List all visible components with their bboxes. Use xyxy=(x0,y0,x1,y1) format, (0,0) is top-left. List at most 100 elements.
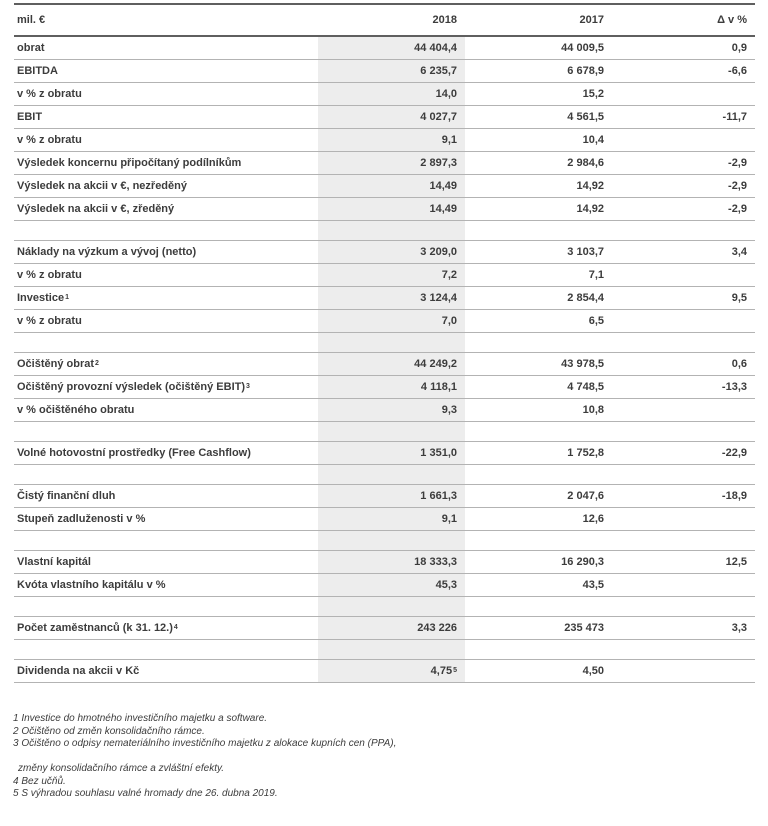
spacer-2017-cell xyxy=(465,465,612,484)
row-value-2018-cell: 45,3 xyxy=(318,574,465,596)
table-row: v % očištěného obratu 9,3 10,8 xyxy=(14,399,755,422)
row-value-2018-cell: 14,0 xyxy=(318,83,465,105)
spacer-label-cell xyxy=(14,597,318,616)
row-value-2017: 1 752,8 xyxy=(567,447,604,459)
table-row: v % z obratu 9,1 10,4 xyxy=(14,129,755,152)
row-label-text: Vlastní kapitál xyxy=(17,556,91,568)
row-label: v % z obratu xyxy=(14,264,318,286)
table-row: EBIT 4 027,7 4 561,5 -11,7 xyxy=(14,106,755,129)
row-label-text: v % z obratu xyxy=(17,315,82,327)
row-value-2018-cell: 1 351,0 xyxy=(318,442,465,464)
row-value-2018-text: 243 226 xyxy=(417,622,457,634)
row-value-2018-cell: 3 209,0 xyxy=(318,241,465,263)
footnote-line: 4 Bez učňů. xyxy=(13,775,66,787)
row-value-2018-text: 9,1 xyxy=(441,513,457,525)
table-row: Čistý finanční dluh 1 661,3 2 047,6 -18,… xyxy=(14,485,755,508)
row-value-2018-cell: 1 661,3 xyxy=(318,485,465,507)
row-value-delta: 3,4 xyxy=(731,246,747,258)
row-label-text: v % očištěného obratu xyxy=(17,404,135,416)
row-value-2018-cell: 44 249,2 xyxy=(318,353,465,375)
row-value-2017: 4 561,5 xyxy=(567,111,604,123)
row-value-2018-text: 44 404,4 xyxy=(414,42,457,54)
footnote-line: 3 Očištěno o odpisy nemateriálního inves… xyxy=(13,738,397,749)
row-value-delta: -18,9 xyxy=(721,490,747,502)
row-value-2017: 43 978,5 xyxy=(561,358,604,370)
spacer-row xyxy=(14,221,755,241)
row-value-delta: -2,9 xyxy=(728,203,747,215)
row-value-2017: 6,5 xyxy=(588,315,604,327)
spacer-row xyxy=(14,465,755,485)
table-row: obrat 44 404,4 44 009,5 0,9 xyxy=(14,37,755,60)
row-label: Výsledek na akcii v €, nezředěný xyxy=(14,175,318,197)
row-label: EBITDA xyxy=(14,60,318,82)
row-value-delta: -2,9 xyxy=(728,157,747,169)
row-value-2017: 2 854,4 xyxy=(567,292,604,304)
row-value-2017: 235 473 xyxy=(564,622,604,634)
row-label: Kvóta vlastního kapitálu v % xyxy=(14,574,318,596)
row-value-delta xyxy=(612,574,755,596)
header-delta: Δ v % xyxy=(717,14,747,26)
row-value-2018-cell: 4,75 5 xyxy=(318,660,465,682)
row-value-2018-text: 7,2 xyxy=(441,269,457,281)
row-value-2018-cell: 9,1 xyxy=(318,129,465,151)
row-value-2018-text: 14,0 xyxy=(435,88,457,100)
row-value-delta: 0,6 xyxy=(731,358,747,370)
row-label-text: Počet zaměstnanců (k 31. 12.) xyxy=(17,622,173,634)
table-row: Vlastní kapitál 18 333,3 16 290,3 12,5 xyxy=(14,551,755,574)
table-header-row: mil. € 2018 2017 Δ v % xyxy=(14,3,755,37)
row-label: Náklady na výzkum a vývoj (netto) xyxy=(14,241,318,263)
row-label-text: v % z obratu xyxy=(17,134,82,146)
row-label-text: EBITDA xyxy=(17,65,58,77)
spacer-delta-cell xyxy=(612,333,755,352)
row-label: Očištěný obrat 2 xyxy=(17,358,99,370)
row-value-delta xyxy=(612,83,755,105)
spacer-delta-cell xyxy=(612,597,755,616)
row-value-2018-text: 44 249,2 xyxy=(414,358,457,370)
row-label-text: v % z obratu xyxy=(17,269,82,281)
row-label: v % z obratu xyxy=(14,310,318,332)
table-row: Náklady na výzkum a vývoj (netto) 3 209,… xyxy=(14,241,755,264)
row-label-text: Stupeň zadluženosti v % xyxy=(17,513,146,525)
spacer-2018-cell xyxy=(318,221,465,240)
table-row: Výsledek na akcii v €, zředěný 14,49 14,… xyxy=(14,198,755,221)
row-value-2017: 7,1 xyxy=(588,269,604,281)
row-value-delta: 12,5 xyxy=(725,556,747,568)
table-row: EBITDA 6 235,7 6 678,9 -6,6 xyxy=(14,60,755,83)
row-value-2018-text: 3 209,0 xyxy=(420,246,457,258)
footnote-line: 1 Investice do hmotného investičního maj… xyxy=(13,713,268,724)
table-row: Počet zaměstnanců (k 31. 12.) 4 243 226 2… xyxy=(14,617,755,640)
row-value-2017: 44 009,5 xyxy=(561,42,604,54)
row-label: Volné hotovostní prostředky (Free Cashfl… xyxy=(14,442,318,464)
footnote-line: 5 S výhradou souhlasu valné hromady dne … xyxy=(13,788,278,799)
row-value-2018-cell: 7,0 xyxy=(318,310,465,332)
row-value-2018-text: 14,49 xyxy=(429,180,457,192)
row-value-delta: -6,6 xyxy=(728,65,747,77)
spacer-delta-cell xyxy=(612,221,755,240)
spacer-2017-cell xyxy=(465,597,612,616)
row-value-delta: -11,7 xyxy=(722,111,747,123)
table-row: Dividenda na akcii v Kč 4,75 5 4,50 xyxy=(14,660,755,683)
table-row: Očištěný obrat 2 44 249,2 43 978,5 0,6 xyxy=(14,353,755,376)
footnote-line: 2 Očištěno od změn konsolidačního rámce. xyxy=(13,725,205,737)
row-value-2017: 12,6 xyxy=(582,513,604,525)
row-value-2018-text: 4 118,1 xyxy=(420,381,457,393)
row-label-text: Volné hotovostní prostředky (Free Cashfl… xyxy=(17,447,251,459)
row-value-delta xyxy=(612,508,755,530)
row-label-text: Výsledek koncernu připočítaný podílníkům xyxy=(17,157,242,169)
table-row: Investice 1 3 124,4 2 854,4 9,5 xyxy=(14,287,755,310)
spacer-delta-cell xyxy=(612,640,755,659)
row-value-2017: 14,92 xyxy=(576,203,604,215)
row-label-text: Výsledek na akcii v €, zředěný xyxy=(17,203,175,215)
row-label-text: Kvóta vlastního kapitálu v % xyxy=(17,579,166,591)
row-value-2017: 6 678,9 xyxy=(567,65,604,77)
row-value-delta: 0,9 xyxy=(731,42,747,54)
row-value-2018-cell: 7,2 xyxy=(318,264,465,286)
row-value-2017: 4,50 xyxy=(582,665,604,677)
spacer-2017-cell xyxy=(465,333,612,352)
header-unit: mil. € xyxy=(17,14,46,26)
row-value-2018-cell: 9,3 xyxy=(318,399,465,421)
table-row: Očištěný provozní výsledek (očištěný EBI… xyxy=(14,376,755,399)
table-body: obrat 44 404,4 44 009,5 0,9 EBITDA 6 235… xyxy=(14,37,755,683)
row-value-2017: 10,4 xyxy=(582,134,604,146)
spacer-row xyxy=(14,531,755,551)
